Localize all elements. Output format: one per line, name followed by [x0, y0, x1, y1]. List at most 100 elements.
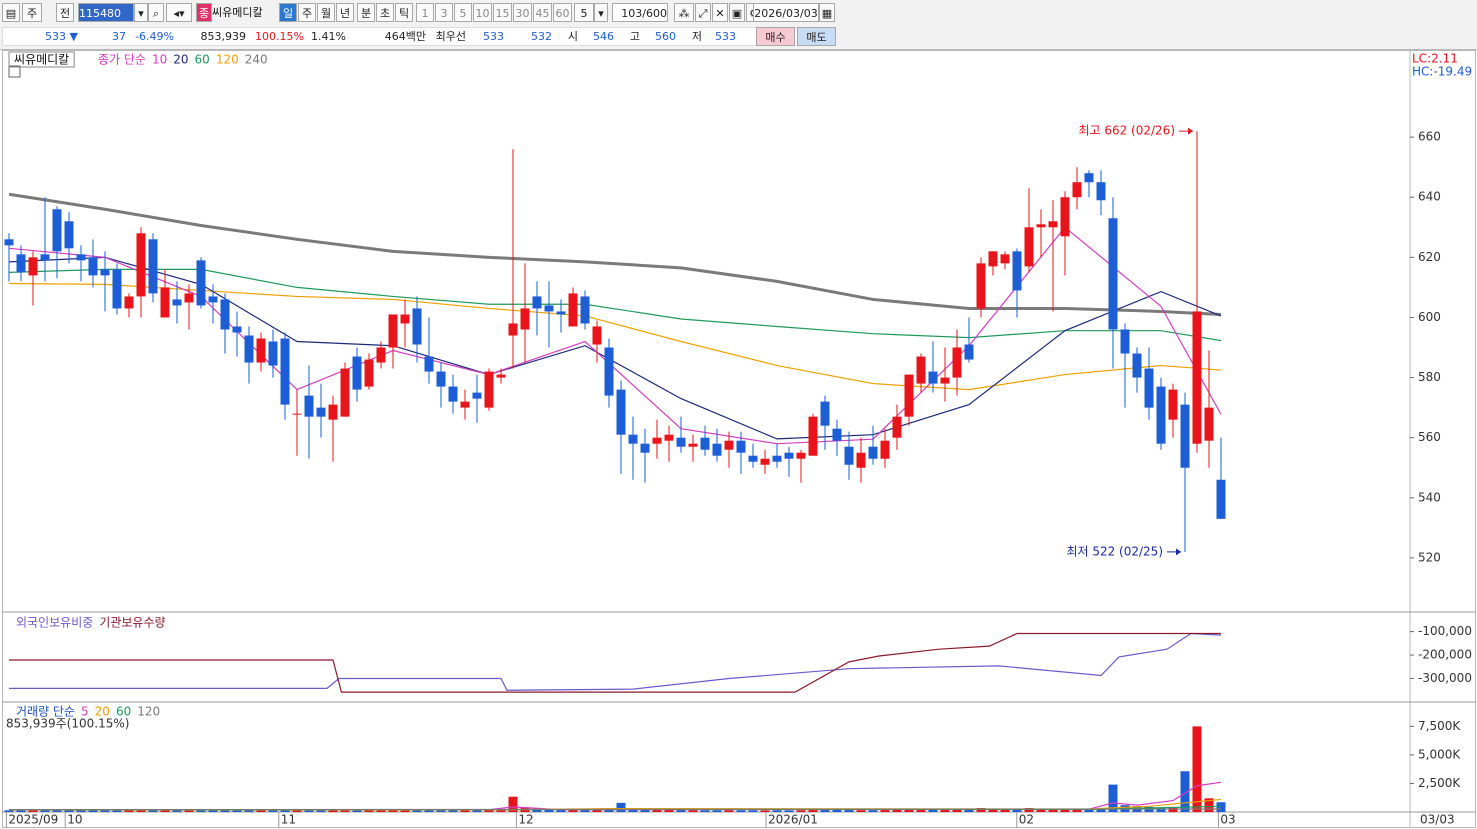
candle-body — [604, 347, 614, 396]
period-tick[interactable]: 틱 — [395, 3, 413, 22]
candle-body — [340, 368, 350, 417]
candle-body — [4, 239, 14, 246]
annotation: 최고 662 (02/26) — [1078, 124, 1175, 138]
interval-button[interactable]: 1 — [416, 3, 434, 22]
volume-bar — [772, 810, 782, 812]
candle-body — [244, 335, 254, 363]
interval-button[interactable]: 5 — [454, 3, 472, 22]
volume-bar — [436, 810, 446, 812]
volume-bar — [172, 810, 182, 812]
stock-name: 씨유메디칼 — [212, 6, 263, 19]
interval-button[interactable]: 10 — [473, 3, 492, 22]
nav-button[interactable]: ◂▾ — [166, 3, 192, 22]
period-day[interactable]: 일 — [279, 3, 297, 22]
period-second[interactable]: 초 — [376, 3, 394, 22]
volume-bar — [208, 810, 218, 812]
volume-bar — [1096, 808, 1106, 812]
candle-body — [952, 347, 962, 378]
candle-body — [1216, 479, 1226, 519]
candle-body — [772, 455, 782, 462]
volume-bar — [640, 809, 650, 812]
candle-body — [196, 260, 206, 306]
buy-button[interactable]: 매수 — [756, 27, 795, 46]
interval-button[interactable]: 15 — [493, 3, 512, 22]
volume-bar — [1060, 808, 1070, 812]
volume-bar — [928, 809, 938, 812]
period-month[interactable]: 월 — [317, 3, 335, 22]
code-dropdown[interactable]: ▾ — [134, 3, 148, 22]
candle-body — [220, 299, 230, 330]
candle-body — [280, 338, 290, 405]
candle-body — [832, 428, 842, 441]
volume-bar — [508, 796, 518, 812]
calendar-button[interactable]: ▦ — [819, 3, 835, 22]
count-input[interactable]: 103/600 — [612, 3, 668, 22]
volume-bar — [148, 809, 158, 812]
volume-bar — [124, 810, 134, 812]
open-label: 시 — [567, 30, 578, 43]
interval-button[interactable]: 30 — [513, 3, 532, 22]
legend-item: 240 — [245, 53, 268, 67]
code-input[interactable]: 115480 — [78, 3, 134, 22]
high-price: 560 — [655, 30, 676, 43]
tool-button[interactable]: ⁂ — [674, 3, 694, 22]
period-week[interactable]: 주 — [298, 3, 316, 22]
interval-button[interactable]: 3 — [435, 3, 453, 22]
legend-title: 거래량 단순 — [16, 705, 75, 719]
search-button[interactable]: ⌕ — [148, 3, 164, 22]
candle-body — [916, 356, 926, 384]
candle-body — [40, 254, 50, 261]
candle-body — [760, 458, 770, 465]
candle-body — [724, 440, 734, 450]
tool-button[interactable]: ⤢ — [695, 3, 711, 22]
interval-button[interactable]: 45 — [533, 3, 552, 22]
candle-body — [868, 446, 878, 459]
volume-bar — [460, 810, 470, 812]
scope-select[interactable]: 전 — [56, 3, 74, 22]
market-select[interactable]: 주 — [22, 3, 42, 22]
volume-bar — [400, 809, 410, 812]
legend-item: 60 — [195, 53, 210, 67]
candle-body — [1108, 218, 1118, 330]
tool-button[interactable]: ✕ — [712, 3, 728, 22]
period-minute[interactable]: 분 — [357, 3, 375, 22]
candle-body — [700, 437, 710, 450]
grid-icon[interactable] — [8, 65, 21, 78]
date-input[interactable]: 2026/03/03 — [753, 3, 819, 22]
volume-bar — [952, 809, 962, 812]
candle-body — [1048, 221, 1058, 228]
period-year[interactable]: 년 — [336, 3, 354, 22]
candle-body — [796, 452, 806, 459]
sell-button[interactable]: 매도 — [797, 27, 836, 46]
volume-bar — [544, 809, 554, 812]
candle-body — [124, 296, 134, 309]
candle-body — [388, 314, 398, 348]
candle-body — [1120, 329, 1130, 354]
interval-input[interactable]: 5 — [574, 3, 594, 22]
interval-button[interactable]: 60 — [553, 3, 572, 22]
candle-body — [376, 347, 386, 363]
candle-body — [136, 233, 146, 297]
y-tick-label: -200,000 — [1418, 648, 1472, 662]
volume-ma — [8, 808, 1222, 811]
candle-body — [436, 371, 446, 387]
volume-bar — [712, 810, 722, 812]
volume-bar — [1036, 808, 1046, 812]
candle-body — [1168, 389, 1178, 420]
candle-body — [616, 389, 626, 435]
volume-bar — [604, 808, 614, 812]
volume-bar — [316, 810, 326, 812]
holding-line — [9, 632, 1222, 691]
holding-line — [9, 632, 1221, 693]
volume-bar — [340, 809, 350, 812]
interval-dropdown[interactable]: ▾ — [594, 3, 608, 22]
candle-body — [532, 296, 542, 309]
candle-body — [808, 416, 818, 456]
candle-body — [232, 326, 242, 333]
legend-item: 5 — [81, 705, 89, 719]
save-button[interactable]: ▣ — [729, 3, 745, 22]
menu-icon[interactable]: ▤ — [2, 3, 20, 22]
volume-bar — [184, 810, 194, 812]
